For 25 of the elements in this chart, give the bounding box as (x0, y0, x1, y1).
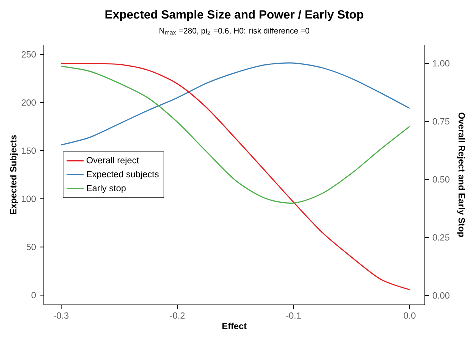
line-series (60, 66, 410, 204)
y2-tick-label: 0.25 (432, 234, 450, 241)
y-axis-title: Expected Subjects (10, 136, 18, 214)
y2-tick-label: 1.00 (433, 60, 450, 67)
x-axis-title: Effect (222, 322, 247, 330)
y2-tick-label: 0.75 (432, 118, 450, 125)
y-tick-label: 0 (32, 292, 36, 299)
y-tick-label: 250 (22, 51, 36, 58)
x-tick-label: -0.3 (54, 312, 69, 319)
x-tick-label: -0.2 (170, 312, 185, 319)
y-tick-label: 50 (26, 244, 36, 250)
legend-label: Overall reject (86, 157, 140, 166)
line-series (60, 63, 410, 290)
y2-axis-title: Overall Reject and Early Stop (457, 112, 466, 238)
legend-label: Expected subjects (87, 171, 159, 180)
y2-tick-label: 0.50 (432, 176, 450, 183)
y-tick-label: 150 (22, 148, 36, 154)
x-tick-label: -0.1 (286, 312, 302, 319)
y-tick-label: 200 (22, 100, 36, 106)
y-tick-label: 100 (22, 196, 36, 202)
line-series (60, 62, 410, 146)
chart-title: Expected Sample Size and Power / Early Stop (106, 10, 364, 22)
x-tick-label: 0.0 (404, 312, 416, 319)
y2-tick-label: 0.00 (432, 292, 450, 299)
legend-label: Early stop (87, 184, 126, 194)
